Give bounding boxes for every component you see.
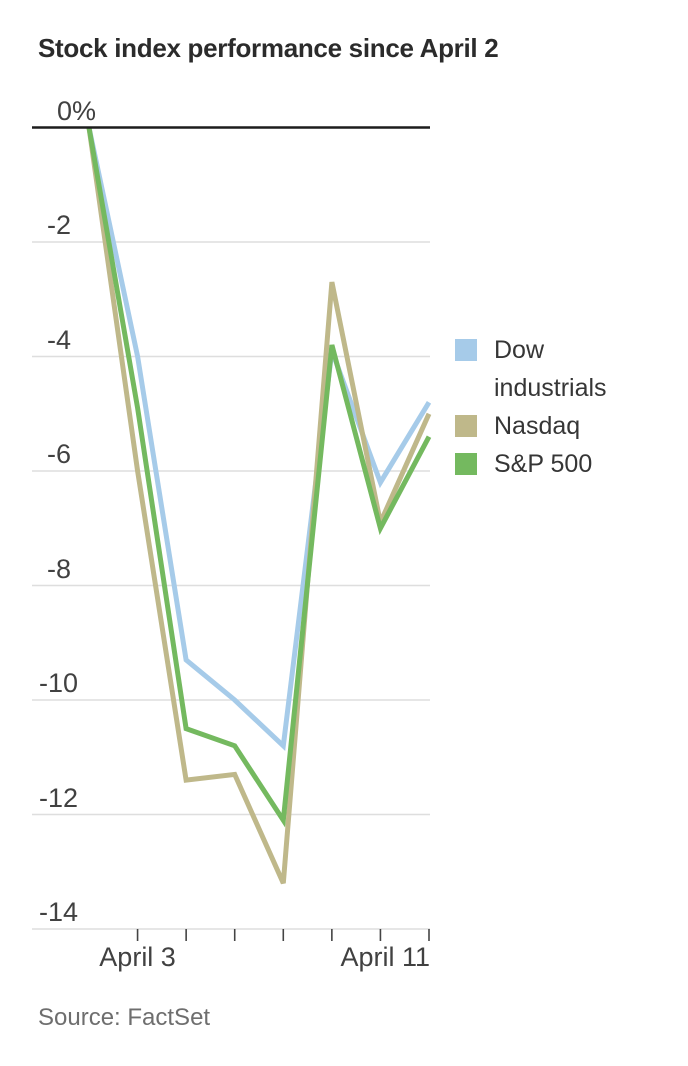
sp500-swatch-icon xyxy=(455,453,477,475)
y-axis-label: -6 xyxy=(47,439,72,469)
legend-label-nasdaq: Nasdaq xyxy=(494,412,581,440)
y-axis-label: -12 xyxy=(39,783,79,813)
legend: Dow industrials Nasdaq S&P 500 xyxy=(455,331,665,483)
legend-label-sp500: S&P 500 xyxy=(494,450,593,478)
y-axis-label: -4 xyxy=(47,325,72,355)
y-axis-label: -2 xyxy=(47,210,72,240)
y-axis-label: -8 xyxy=(47,554,72,584)
y-axis-label: 0% xyxy=(57,96,97,126)
y-axis-label: -10 xyxy=(39,668,79,698)
legend-label-dow: Dow industrials xyxy=(494,336,607,402)
dow-swatch-icon xyxy=(455,339,477,361)
legend-item-sp500: S&P 500 xyxy=(455,445,665,483)
legend-item-nasdaq: Nasdaq xyxy=(455,407,665,445)
chart-title: Stock index performance since April 2 xyxy=(38,33,499,63)
x-axis-label-april-3: April 3 xyxy=(99,942,176,972)
series-line-0 xyxy=(86,126,432,752)
nasdaq-swatch-icon xyxy=(455,415,477,437)
series-line-1 xyxy=(86,127,432,885)
legend-item-dow: Dow industrials xyxy=(455,331,665,407)
x-axis-label-april-11: April 11 xyxy=(340,942,430,972)
source-attribution: Source: FactSet xyxy=(38,1004,211,1031)
y-axis-label: -14 xyxy=(39,897,79,927)
series-line-2 xyxy=(86,127,432,828)
